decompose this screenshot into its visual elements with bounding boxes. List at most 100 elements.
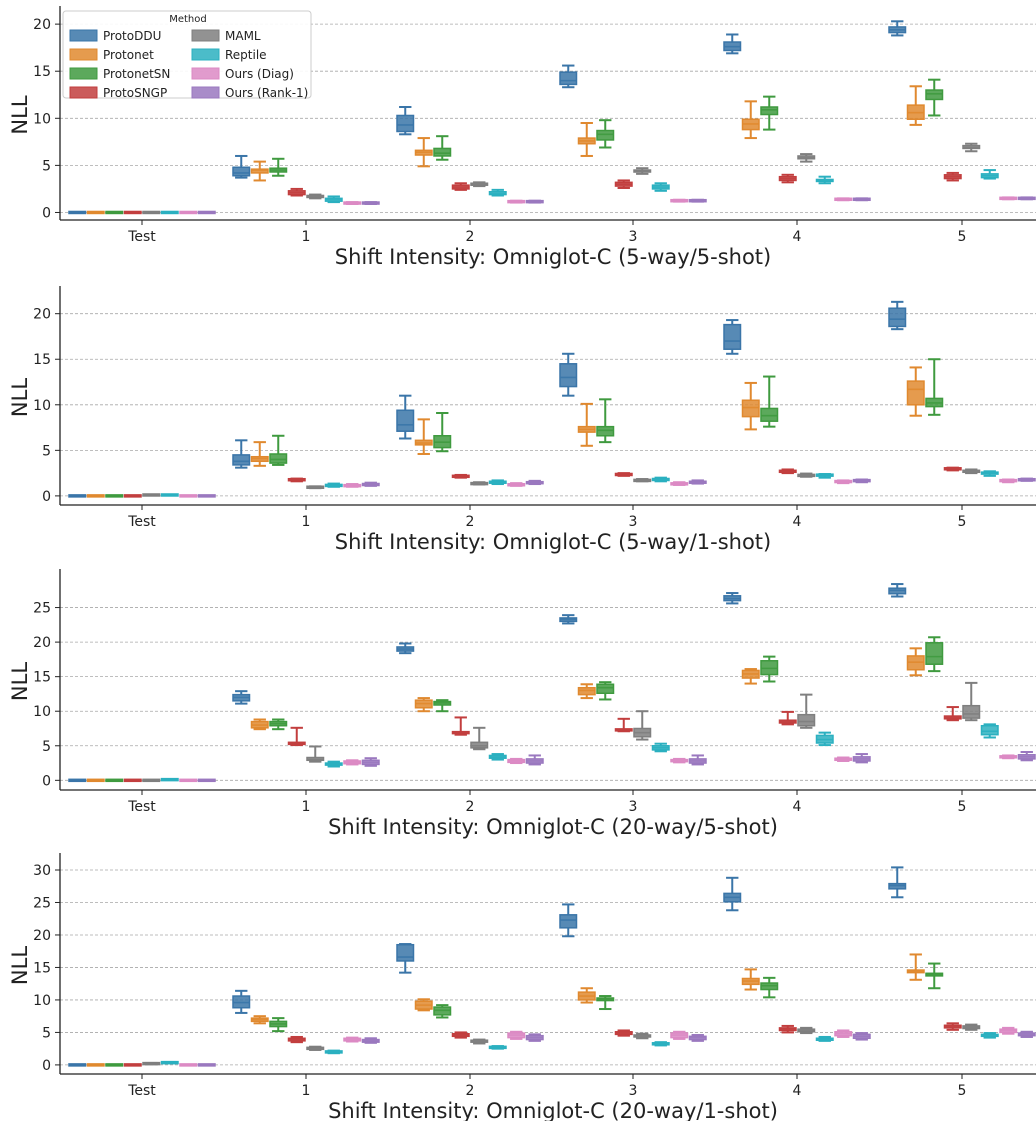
legend-label: ProtoSNGP — [103, 86, 167, 100]
y-tick-label: 15 — [33, 64, 51, 80]
legend-swatch — [69, 48, 98, 61]
box-ours-diag-4 — [834, 197, 853, 202]
box-ours-rank-1-test — [197, 494, 216, 498]
box-maml-2 — [470, 481, 489, 486]
x-tick-label: 5 — [958, 514, 967, 530]
y-tick-label: 20 — [33, 635, 51, 651]
box-protonetsn-2 — [433, 135, 452, 161]
box-maml-test — [142, 493, 161, 497]
box-body — [925, 89, 944, 101]
x-axis-label: Shift Intensity: Omniglot-C (5-way/1-sho… — [335, 530, 771, 554]
legend-item-ours-rank-1: Ours (Rank-1) — [191, 86, 308, 100]
box-ours-rank-1-4 — [852, 753, 871, 764]
x-tick-label: 5 — [958, 799, 967, 815]
box-body — [925, 642, 944, 665]
box-protonet-4 — [741, 668, 760, 685]
legend-label: ProtonetSN — [103, 67, 170, 81]
box-body — [596, 425, 615, 437]
legend-item-reptile: Reptile — [191, 48, 267, 62]
box-body — [232, 166, 251, 177]
y-tick-label: 20 — [33, 928, 51, 944]
box-protoddu-4 — [723, 319, 742, 355]
box-body — [250, 168, 269, 174]
box-reptile-3 — [651, 476, 670, 483]
box-body — [962, 704, 981, 719]
box-protoddu-3 — [559, 903, 578, 938]
x-tick-label: 3 — [629, 799, 638, 815]
x-tick-label: 2 — [466, 229, 475, 245]
box-protonetsn-4 — [760, 375, 779, 428]
x-tick-label: Test — [127, 229, 156, 245]
box-maml-5 — [962, 1023, 981, 1031]
y-tick-label: 15 — [33, 352, 51, 368]
y-tick-label: 0 — [42, 489, 51, 505]
box-protonetsn-5 — [925, 358, 944, 416]
legend-item-protonet: Protonet — [69, 48, 154, 62]
box-protonet-4 — [741, 381, 760, 431]
box-maml-1 — [306, 193, 325, 200]
legend-item-protonetsn: ProtonetSN — [69, 67, 170, 81]
box-protonet-1 — [250, 1015, 269, 1025]
box-protoddu-4 — [723, 33, 742, 55]
box-protonetsn-3 — [596, 119, 615, 149]
box-protonet-2 — [414, 998, 433, 1012]
x-axis-label: Shift Intensity: Omniglot-C (20-way/5-sh… — [328, 815, 778, 839]
box-protoddu-3 — [559, 64, 578, 89]
box-protonet-5 — [906, 647, 925, 677]
box-protonet-2 — [414, 137, 433, 168]
legend-label: Protonet — [103, 48, 154, 62]
y-tick-label: 5 — [42, 158, 51, 174]
legend-swatch — [191, 29, 220, 42]
box-ours-rank-1-3 — [688, 198, 707, 203]
box-maml-4 — [797, 472, 816, 478]
box-protonetsn-1 — [269, 718, 288, 731]
box-maml-5 — [962, 142, 981, 153]
box-protosngp-1 — [287, 187, 306, 197]
box-ours-rank-1-1 — [361, 201, 380, 205]
box-protoddu-2 — [396, 394, 415, 440]
box-ours-diag-2 — [507, 757, 526, 765]
box-ours-diag-test — [179, 494, 198, 498]
box-body — [760, 407, 779, 422]
box-body — [723, 323, 742, 350]
box-protoddu-test — [68, 778, 87, 783]
box-protonet-test — [86, 1063, 105, 1067]
box-reptile-2 — [488, 188, 507, 197]
box-reptile-2 — [488, 479, 507, 486]
box-ours-diag-1 — [343, 1036, 362, 1043]
box-reptile-test — [160, 777, 179, 782]
box-maml-1 — [306, 485, 325, 490]
box-ours-diag-2 — [507, 199, 526, 204]
box-protonet-1 — [250, 718, 269, 731]
box-ours-diag-3 — [670, 757, 689, 764]
box-protonet-1 — [250, 160, 269, 182]
box-protosngp-5 — [943, 466, 962, 472]
box-body — [797, 713, 816, 727]
box-body — [396, 943, 415, 962]
box-ours-rank-1-test — [197, 778, 216, 783]
x-tick-label: 2 — [466, 514, 475, 530]
box-protoddu-3 — [559, 352, 578, 397]
chart-panel-3: 0 5 10 15 20 25 Test 1 2 3 4 5 Shift Intensity: Omni… — [8, 569, 1036, 839]
y-tick-label: 15 — [33, 670, 51, 686]
box-protoddu-1 — [232, 690, 251, 705]
box-protonetsn-test — [105, 778, 124, 783]
box-ours-diag-2 — [507, 1030, 526, 1040]
box-protonet-5 — [906, 85, 925, 126]
legend-swatch — [191, 48, 220, 61]
box-protosngp-5 — [943, 706, 962, 722]
box-reptile-3 — [651, 1041, 670, 1047]
y-tick-label: 10 — [33, 398, 51, 414]
box-protoddu-2 — [396, 642, 415, 655]
box-protonetsn-5 — [925, 962, 944, 990]
box-maml-2 — [470, 1038, 489, 1045]
legend-label: ProtoDDU — [103, 29, 161, 43]
box-protosngp-4 — [778, 468, 797, 475]
box-maml-3 — [633, 710, 652, 741]
box-protonet-test — [86, 778, 105, 783]
y-tick-label: 15 — [33, 960, 51, 976]
box-reptile-test — [160, 210, 179, 215]
box-body — [888, 307, 907, 328]
legend-item-maml: MAML — [191, 29, 261, 43]
box-maml-test — [142, 778, 161, 783]
